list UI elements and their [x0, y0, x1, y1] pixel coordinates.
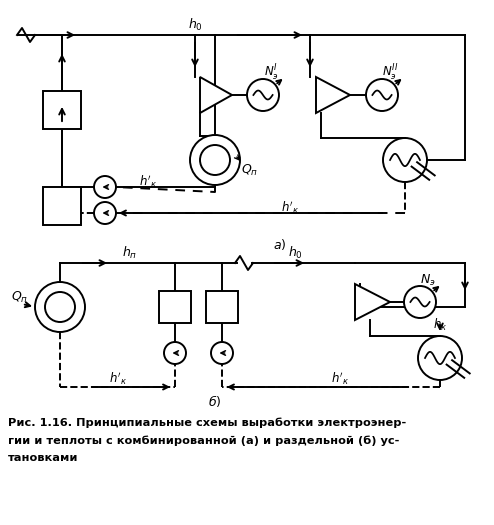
- Bar: [159, 291, 191, 323]
- Text: $б)$: $б)$: [208, 393, 222, 409]
- Text: $h_0$: $h_0$: [288, 245, 302, 261]
- Text: $Q_п$: $Q_п$: [11, 289, 29, 304]
- Text: тановками: тановками: [8, 453, 79, 463]
- Text: $h_0$: $h_0$: [188, 17, 203, 33]
- Polygon shape: [200, 77, 232, 113]
- Bar: [43, 187, 81, 225]
- Circle shape: [404, 286, 436, 318]
- Circle shape: [383, 138, 427, 182]
- Bar: [206, 291, 238, 323]
- Circle shape: [366, 79, 398, 111]
- Polygon shape: [355, 284, 390, 320]
- Circle shape: [211, 342, 233, 364]
- Text: $h'_к$: $h'_к$: [281, 200, 299, 216]
- Circle shape: [200, 145, 230, 175]
- Bar: [43, 91, 81, 129]
- Text: $h_п$: $h_п$: [123, 245, 138, 261]
- Text: Рис. 1.16. Принципиальные схемы выработки электроэнер-: Рис. 1.16. Принципиальные схемы выработк…: [8, 417, 406, 427]
- Circle shape: [164, 342, 186, 364]
- Circle shape: [35, 282, 85, 332]
- Polygon shape: [316, 77, 350, 113]
- Text: $N_э^I$: $N_э^I$: [264, 63, 279, 83]
- Text: $Q_п$: $Q_п$: [242, 162, 259, 177]
- Text: гии и теплоты с комбинированной (а) и раздельной (б) ус-: гии и теплоты с комбинированной (а) и ра…: [8, 435, 399, 446]
- Circle shape: [94, 176, 116, 198]
- Text: $h'_к$: $h'_к$: [109, 371, 127, 387]
- Text: $N_э$: $N_э$: [420, 272, 436, 288]
- Circle shape: [94, 202, 116, 224]
- Circle shape: [247, 79, 279, 111]
- Circle shape: [190, 135, 240, 185]
- Text: $h'_к$: $h'_к$: [139, 174, 157, 190]
- Text: $N_э^{II}$: $N_э^{II}$: [382, 63, 398, 83]
- Text: $h_к$: $h_к$: [433, 317, 447, 333]
- Text: $а)$: $а)$: [273, 237, 287, 253]
- Circle shape: [45, 292, 75, 322]
- Circle shape: [418, 336, 462, 380]
- Text: $h'_к$: $h'_к$: [331, 371, 349, 387]
